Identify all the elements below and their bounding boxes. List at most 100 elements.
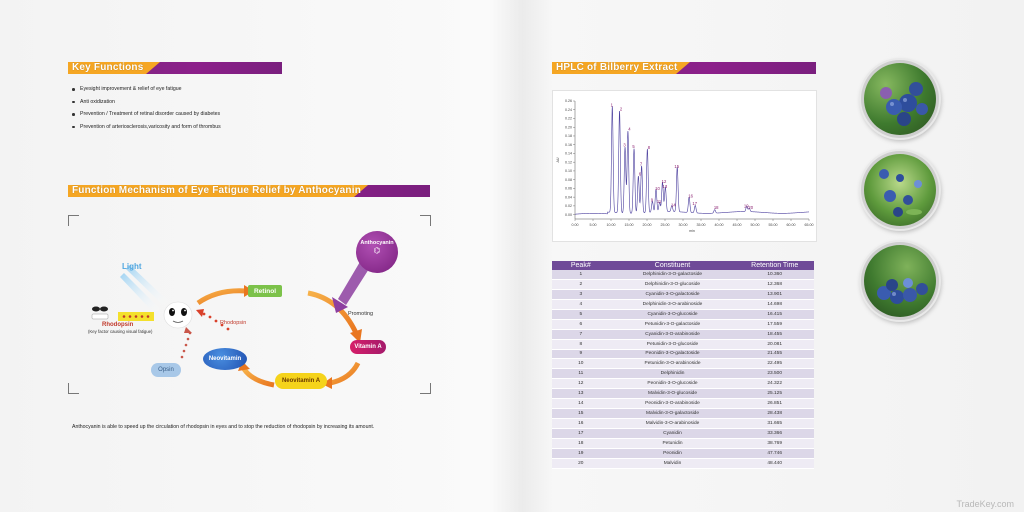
y-tick-label: 0.02: [565, 204, 572, 208]
vitamin-a-node: Vitamin A: [350, 340, 386, 354]
y-tick-label: 0.18: [565, 134, 572, 138]
constituent-cell: Malvidin-3-O-glucoside: [609, 388, 736, 400]
peak-number-cell: 16: [552, 418, 610, 429]
retention-time-cell: 28.438: [735, 408, 814, 420]
peak-label: 5: [632, 144, 635, 149]
bilberry-photo: [864, 154, 936, 226]
mechanism-title-bar: Function Mechanism of Eye Fatigue Relief…: [68, 185, 430, 197]
eyes-icon: [91, 306, 109, 320]
column-header: Constituent: [609, 261, 736, 270]
table-row: 12 Peonidin-3-O-glucoside 24.322: [552, 378, 814, 390]
peak-label: 8: [648, 145, 651, 150]
cycle-arrow: [196, 288, 247, 306]
table-row: 7 Cyanidin-3-O-arabinoside 18.455: [552, 329, 814, 340]
table-row: 8 Petunidin-3-O-glucoside 20.081: [552, 339, 814, 350]
y-tick-label: 0.04: [565, 195, 572, 199]
chromatogram-trace: [574, 106, 810, 215]
x-tick-label: 10.00: [607, 223, 616, 227]
x-tick-label: 55.00: [769, 223, 778, 227]
retention-time-cell: 13.901: [735, 289, 814, 300]
constituent-cell: Delphinidin-3-O-galactoside: [609, 270, 736, 280]
retention-time-cell: 47.746: [735, 448, 814, 459]
table-row: 13 Malvidin-3-O-glucoside 25.125: [552, 388, 814, 400]
retention-time-cell: 23.500: [735, 368, 814, 380]
peak-number-cell: 6: [552, 319, 610, 330]
cycle-arrow: [241, 367, 275, 388]
corner-bracket: [68, 215, 79, 226]
table-row: 9 Peonidin-3-O-galactoside 21.455: [552, 349, 814, 360]
peak-number-cell: 7: [552, 329, 610, 340]
neovitamin-node: Neovitamin: [203, 348, 247, 370]
constituent-cell: Malvidin-3-O-galactoside: [609, 408, 736, 420]
neovitamin-a-node: Neovitamin A: [275, 373, 327, 389]
retinol-label: Retinol: [253, 287, 277, 295]
peak-label: 7: [640, 161, 643, 166]
constituent-cell: Malvidin-3-O-arabinoside: [609, 418, 736, 429]
constituent-cell: Petunidin-3-O-glucoside: [609, 339, 736, 350]
y-tick-label: 0.14: [565, 152, 572, 156]
table-header-row: Peak# Constituent Retention Time: [552, 261, 814, 270]
list-item: Prevention / Treatment of retinal disord…: [70, 111, 221, 124]
retention-time-cell: 33.366: [735, 428, 814, 439]
table-row: 20 Malvidin 48.440: [552, 458, 814, 469]
retention-time-cell: 38.769: [735, 438, 814, 449]
rhodopsin-label: Rhodopsin: [102, 322, 134, 328]
peak-table: Peak# Constituent Retention Time 1 Delphi…: [552, 261, 814, 469]
peak-label: 11: [657, 199, 662, 204]
table-row: 14 Peonidin-3-O-arabinoside 26.851: [552, 398, 814, 410]
rhodopsin-note: (Key factor causing visual fatigue): [88, 329, 153, 334]
x-tick-label: 30.00: [679, 223, 688, 227]
x-tick-label: 60.00: [787, 223, 796, 227]
list-item: Anti oxidization: [70, 99, 221, 112]
table-row: 17 Cyanidin 33.366: [552, 428, 814, 439]
constituent-cell: Petunidin: [609, 438, 736, 449]
peak-number-cell: 14: [552, 398, 610, 410]
peak-label: 9: [651, 198, 654, 203]
watermark: TradeKey.com: [956, 499, 1014, 509]
corner-bracket: [68, 383, 79, 394]
constituent-cell: Peonidin-3-O-galactoside: [609, 349, 736, 360]
rhodopsin-bar: [118, 312, 154, 321]
table-row: 4 Delphinidin-3-O-arabinoside 14.698: [552, 299, 814, 310]
peak-number-cell: 3: [552, 289, 610, 300]
peak-label: 10: [655, 186, 660, 191]
retention-time-cell: 26.851: [735, 398, 814, 410]
constituent-cell: Delphinidin: [609, 368, 736, 380]
opsin-label: Opsin: [158, 367, 174, 373]
peak-number-cell: 11: [552, 368, 610, 380]
constituent-cell: Petunidin-3-O-arabinoside: [609, 358, 736, 370]
constituent-cell: Delphinidin-3-O-arabinoside: [609, 299, 736, 310]
peak-label: 14: [671, 203, 676, 208]
x-tick-label: 40.00: [715, 223, 724, 227]
retention-time-cell: 48.440: [735, 458, 814, 469]
peak-label: 19: [744, 203, 749, 208]
constituent-cell: Peonidin-3-O-arabinoside: [609, 398, 736, 410]
hplc-chromatogram: 0.00 0.02 0.04 0.06 0.08 0.10 0.12 0.14 0.16 0.18…: [556, 99, 814, 233]
opsin-node: Opsin: [151, 363, 181, 377]
table-row: 5 Cyanidin-3-O-glucoside 16.415: [552, 309, 814, 320]
table-row: 10 Petunidin-3-O-arabinoside 22.495: [552, 358, 814, 370]
peak-label: 18: [714, 205, 719, 210]
peak-label: 3: [623, 143, 626, 148]
peak-label: 4: [628, 126, 631, 131]
hplc-title: HPLC of Bilberry Extract: [556, 62, 678, 73]
vitamin-a-label: Vitamin A: [354, 344, 382, 350]
x-tick-label: 0.00: [572, 223, 579, 227]
peak-label: 1: [611, 102, 614, 107]
x-tick-label: 35.00: [697, 223, 706, 227]
table-row: 2 Delphinidin-3-O-glucoside 12.368: [552, 279, 814, 290]
constituent-cell: Petunidin-3-O-galactoside: [609, 319, 736, 330]
column-header: Retention Time: [735, 261, 814, 270]
key-functions-list: Eyesight improvement & relief of eye fat…: [70, 86, 221, 136]
anthocyanin-node: Anthocyanin ⌬: [356, 231, 398, 273]
constituent-cell: Delphinidin-3-O-glucoside: [609, 279, 736, 290]
peak-number-cell: 18: [552, 438, 610, 449]
opsin-arrow: [180, 327, 192, 359]
retention-time-cell: 12.368: [735, 279, 814, 290]
peak-number-cell: 8: [552, 339, 610, 350]
retention-time-cell: 24.322: [735, 378, 814, 390]
constituent-cell: Malvidin: [609, 458, 736, 469]
x-tick-label: 15.00: [625, 223, 634, 227]
x-tick-label: 5.00: [590, 223, 597, 227]
x-axis-label: min: [689, 229, 695, 233]
